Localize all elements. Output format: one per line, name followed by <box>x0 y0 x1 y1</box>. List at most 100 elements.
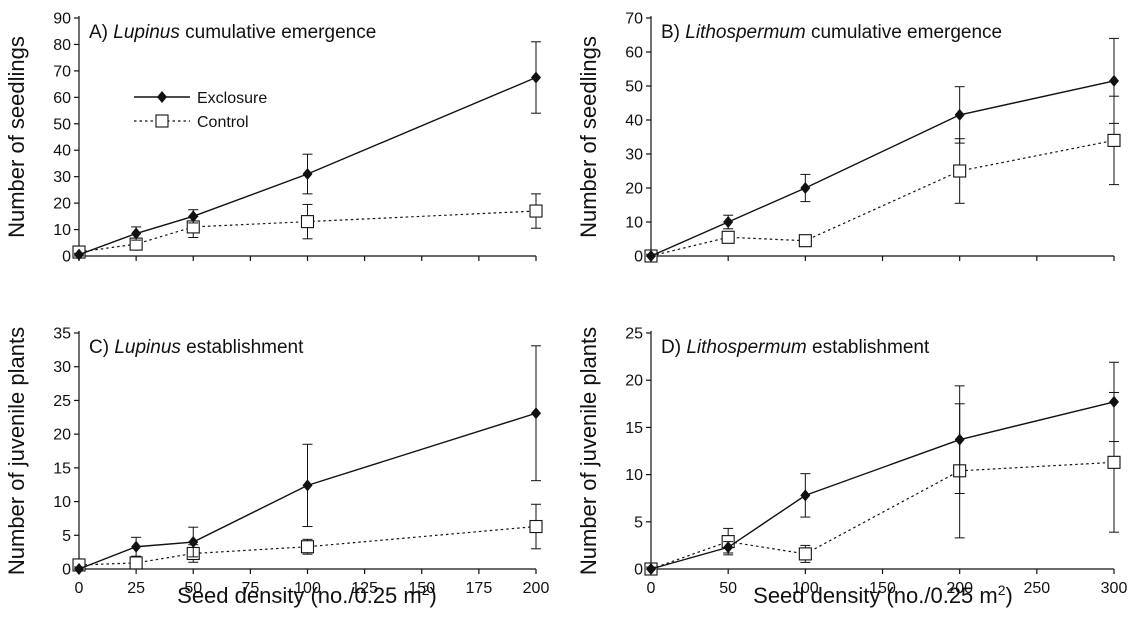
x-axis-title-sup: 2 <box>998 582 1006 598</box>
exclosure-point <box>1109 395 1119 408</box>
exclosure-point <box>131 540 142 553</box>
x-tick-label: 150 <box>408 580 435 597</box>
y-axis-title: Number of juvenile plants <box>4 327 29 575</box>
legend-item-exclosure: Exclosure <box>134 90 267 107</box>
y-tick-label: 90 <box>53 11 71 28</box>
panel-b: 0 10 20 30 40 50 60 70 Number of seedlings B) Lit… <box>576 11 1121 266</box>
series-exclosure <box>646 37 1119 262</box>
control-point <box>953 164 967 178</box>
legend-item-control: Control <box>134 114 249 131</box>
control-point <box>300 215 315 229</box>
control-point <box>300 540 315 554</box>
y-tick-label: 15 <box>625 420 643 437</box>
x-tick-label: 75 <box>241 580 259 597</box>
panel-title-species: Lupinus <box>114 337 181 358</box>
panel-title-species: Lupinus <box>113 22 180 43</box>
panel-label: C) <box>89 337 114 358</box>
y-tick-label: 80 <box>53 37 71 54</box>
y-tick-label: 10 <box>625 467 643 484</box>
y-tick-label: 10 <box>53 222 71 239</box>
legend-marker <box>157 91 167 103</box>
y-tick-label: 70 <box>625 11 643 28</box>
y-tick-label: 30 <box>53 169 71 186</box>
y-tick-label: 20 <box>625 181 643 198</box>
x-tick-label: 0 <box>75 580 84 597</box>
y-tick-label: 40 <box>625 113 643 130</box>
exclosure-point <box>954 108 965 121</box>
exclosure-point <box>131 227 142 240</box>
panel-title-rest: establishment <box>181 337 304 358</box>
y-tick-label: 0 <box>62 249 71 266</box>
x-tick-label: 175 <box>466 580 493 597</box>
panel-label: A) <box>89 22 113 43</box>
y-tick-label: 30 <box>53 359 71 376</box>
legend: Exclosure Control <box>134 90 267 131</box>
control-point <box>798 547 812 561</box>
y-tick-label: 60 <box>53 90 71 107</box>
panel-title: D) Lithospermum establishment <box>661 337 930 358</box>
legend-label: Control <box>197 114 249 131</box>
x-tick-label: 150 <box>869 580 896 597</box>
series-exclosure <box>646 361 1119 575</box>
x-tick-label: 200 <box>946 580 973 597</box>
control-point <box>1107 455 1121 469</box>
y-tick-label: 20 <box>53 427 71 444</box>
panel-title-species: Lithospermum <box>685 22 805 43</box>
control-point <box>529 519 543 534</box>
y-tick-label: 50 <box>625 79 643 96</box>
y-tick-label: 5 <box>634 514 643 531</box>
x-axis-title-main: Seed density (no./0.25 m <box>177 583 422 608</box>
y-tick-label: 25 <box>53 393 71 410</box>
y-tick-label: 5 <box>62 528 71 545</box>
exclosure-point <box>800 489 811 502</box>
x-axis-title-sup: 2 <box>422 582 430 598</box>
panel-label: B) <box>661 22 685 43</box>
series-exclosure <box>74 345 541 575</box>
y-tick-label: 35 <box>53 326 71 343</box>
y-tick-label: 40 <box>53 143 71 160</box>
exclosure-point <box>302 479 313 492</box>
y-tick-label: 20 <box>53 196 71 213</box>
series-control <box>644 391 1121 576</box>
y-tick-label: 10 <box>53 494 71 511</box>
x-tick-label: 300 <box>1101 580 1128 597</box>
panel-title: B) Lithospermum cumulative emergence <box>661 22 1002 43</box>
x-tick-label: 0 <box>647 580 656 597</box>
y-tick-label: 25 <box>625 326 643 343</box>
x-axis-title-main: Seed density (no./0.25 m <box>753 583 998 608</box>
legend-label: Exclosure <box>197 90 267 107</box>
panel-title: C) Lupinus establishment <box>89 337 304 358</box>
exclosure-point <box>1109 74 1119 87</box>
exclosure-point <box>723 216 734 228</box>
exclosure-point <box>531 407 541 420</box>
y-tick-label: 50 <box>53 116 71 133</box>
y-tick-label: 30 <box>625 147 643 164</box>
y-axis-title: Number of juvenile plants <box>576 327 601 575</box>
panel-title-species: Lithospermum <box>686 337 806 358</box>
exclosure-point <box>74 248 84 261</box>
series-exclosure <box>74 41 541 261</box>
legend-marker <box>155 114 169 128</box>
x-axis-title: Seed density (no./0.25 m2) <box>177 582 437 608</box>
exclosure-point <box>302 168 313 181</box>
exclosure-point <box>800 182 811 194</box>
y-tick-label: 0 <box>62 562 71 579</box>
exclosure-point <box>188 210 199 223</box>
exclosure-point <box>531 71 541 84</box>
y-tick-label: 0 <box>634 249 643 266</box>
y-tick-label: 70 <box>53 63 71 80</box>
y-tick-label: 60 <box>625 45 643 62</box>
exclosure-point <box>188 536 199 549</box>
y-tick-label: 15 <box>53 460 71 477</box>
x-tick-label: 50 <box>719 580 737 597</box>
panel-title-rest: cumulative emergence <box>806 22 1002 43</box>
y-tick-label: 20 <box>625 373 643 390</box>
exclosure-point <box>954 433 965 446</box>
exclosure-point <box>646 250 656 262</box>
control-point <box>1107 133 1121 147</box>
series-control <box>644 95 1121 263</box>
x-tick-label: 100 <box>294 580 321 597</box>
exclosure-point <box>74 563 84 575</box>
